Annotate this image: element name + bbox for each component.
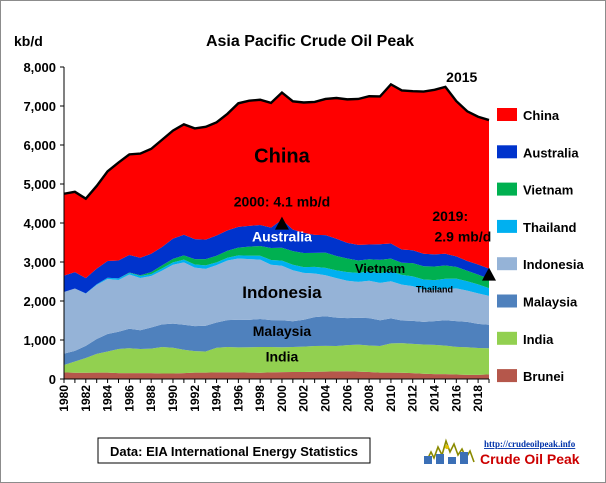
x-tick-label: 1990 (166, 385, 180, 412)
y-axis-label: kb/d (14, 33, 43, 49)
legend-label-brunei: Brunei (523, 369, 564, 384)
legend-label-malaysia: Malaysia (523, 295, 578, 310)
annotation-2019-label: 2019: (432, 208, 468, 224)
area-malaysia (64, 316, 489, 365)
logo: http://crudeoilpeak.info Crude Oil Peak (424, 438, 580, 467)
legend-label-china: China (523, 108, 560, 123)
annotation-2019-value: 2.9 mb/d (435, 229, 492, 245)
area-label-indonesia: Indonesia (242, 283, 322, 302)
legend-swatch-brunei (497, 369, 517, 383)
area-australia (64, 219, 489, 294)
legend-swatch-indonesia (497, 257, 517, 271)
y-tick-label: 5,000 (23, 177, 56, 192)
x-tick-label: 1992 (188, 385, 202, 412)
x-tick-label: 2014 (428, 385, 442, 412)
legend-swatch-vietnam (497, 182, 517, 196)
x-tick-label: 1994 (210, 385, 224, 412)
x-tick-label: 1982 (79, 385, 93, 412)
legend-swatch-malaysia (497, 294, 517, 308)
logo-text: Crude Oil Peak (480, 451, 580, 467)
legend-label-vietnam: Vietnam (523, 183, 573, 198)
peak-marker-2000 (274, 216, 289, 230)
logo-url: http://crudeoilpeak.info (484, 439, 576, 449)
area-label-india: India (266, 348, 299, 364)
legend-label-indonesia: Indonesia (523, 257, 584, 272)
area-label-vietnam: Vietnam (355, 261, 405, 276)
x-tick-label: 1980 (57, 385, 71, 412)
x-tick-label: 2002 (297, 385, 311, 412)
area-indonesia (64, 258, 489, 354)
legend-label-india: India (523, 332, 554, 347)
chart-title: Asia Pacific Crude Oil Peak (206, 33, 414, 50)
area-india (64, 343, 489, 375)
y-tick-label: 6,000 (23, 138, 56, 153)
x-tick-label: 1996 (231, 385, 245, 412)
area-label-china: China (254, 146, 310, 168)
legend-swatch-thailand (497, 219, 517, 233)
x-tick-label: 2008 (362, 385, 376, 412)
x-tick-label: 1986 (122, 385, 136, 412)
y-tick-label: 1,000 (23, 333, 56, 348)
area-label-thailand: Thailand (416, 284, 453, 294)
y-tick-label: 4,000 (23, 216, 56, 231)
x-tick-label: 1988 (144, 385, 158, 412)
area-brunei (64, 371, 489, 379)
y-tick-label: 7,000 (23, 99, 56, 114)
source-note-text: Data: EIA International Energy Statistic… (110, 444, 358, 459)
x-tick-label: 2016 (449, 385, 463, 412)
source-note: Data: EIA International Energy Statistic… (97, 437, 371, 464)
area-label-malaysia: Malaysia (253, 323, 312, 339)
x-tick-label: 1984 (101, 385, 115, 412)
legend-label-thailand: Thailand (523, 220, 577, 235)
legend-swatch-china (497, 108, 517, 121)
total-line (63, 82, 490, 201)
area-vietnam (64, 246, 489, 294)
x-tick-label: 2000 (275, 385, 289, 412)
area-china (64, 84, 489, 279)
legend-swatch-australia (497, 145, 517, 159)
x-tick-label: 2004 (319, 385, 333, 412)
area-layer (63, 82, 490, 379)
annotation-2015: 2015 (446, 69, 477, 85)
y-tick-label: 3,000 (23, 255, 56, 270)
x-tick-label: 2006 (340, 385, 354, 412)
axis-layer: 0 1,000 2,000 3,000 4,000 5,000 6,000 7,000 8,00… (23, 60, 490, 412)
x-tick-label: 2012 (406, 385, 420, 412)
legend-label-australia: Australia (523, 145, 579, 160)
x-tick-label: 1998 (253, 385, 267, 412)
y-tick-label: 2,000 (23, 294, 56, 309)
legend-swatch-india (497, 331, 517, 345)
x-tick-label: 2010 (384, 385, 398, 412)
y-tick-label: 8,000 (23, 60, 56, 75)
x-tick-label: 2018 (471, 385, 485, 412)
logo-icon (424, 438, 475, 464)
peak-marker-2019 (482, 267, 496, 281)
annotation-2000: 2000: 4.1 mb/d (234, 194, 331, 210)
area-label-australia: Australia (252, 228, 312, 244)
legend: China Australia Vietnam Thailand Indonesia Ma… (497, 108, 584, 384)
y-tick-label: 0 (49, 372, 56, 387)
label-layer: China Australia Vietnam Thailand Indonesia Ma… (234, 69, 496, 364)
area-thailand (64, 255, 489, 296)
